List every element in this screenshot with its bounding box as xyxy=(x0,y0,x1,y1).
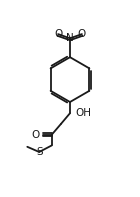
Text: O: O xyxy=(54,29,62,39)
Text: OH: OH xyxy=(76,108,92,118)
Text: O: O xyxy=(31,130,39,140)
Text: N: N xyxy=(66,33,74,43)
Text: O: O xyxy=(78,29,86,39)
Text: S: S xyxy=(36,147,43,157)
